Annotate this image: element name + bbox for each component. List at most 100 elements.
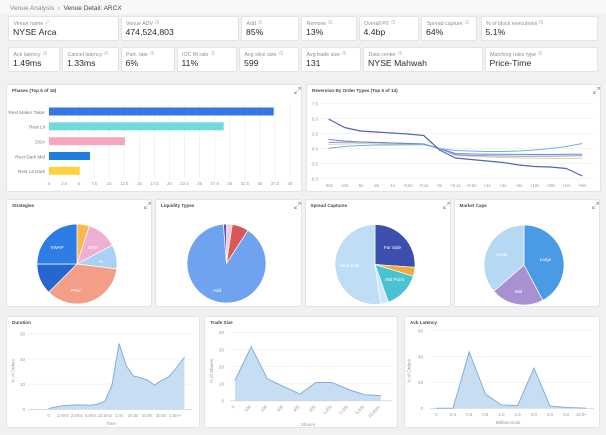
svg-text:0.0: 0.0: [312, 146, 319, 151]
svg-text:0: 0: [47, 413, 50, 418]
svg-text:DSA: DSA: [35, 140, 46, 145]
svg-text:2,500: 2,500: [338, 404, 350, 416]
svg-text:-30s: -30s: [324, 183, 332, 188]
svg-text:+5s: +5s: [515, 183, 522, 188]
svg-text:+1s: +1s: [484, 183, 491, 188]
svg-text:2.5ms: 2.5ms: [71, 413, 83, 418]
svg-text:+2s: +2s: [499, 183, 506, 188]
svg-text:2.5: 2.5: [61, 181, 68, 186]
svg-text:10: 10: [219, 382, 225, 387]
svg-text:10: 10: [20, 382, 26, 387]
svg-text:-5.0: -5.0: [310, 176, 318, 181]
svg-text:2.0: 2.0: [531, 412, 538, 417]
svg-text:5.0: 5.0: [563, 412, 570, 417]
svg-text:Far Side: Far Side: [383, 245, 401, 250]
svg-text:30: 30: [20, 332, 26, 337]
svg-text:400: 400: [292, 404, 301, 413]
svg-text:40: 40: [219, 330, 225, 335]
svg-text:7.5: 7.5: [91, 181, 98, 186]
svg-text:30.0s: 30.0s: [156, 413, 167, 418]
svg-text:10.0s: 10.0s: [128, 413, 139, 418]
svg-text:100: 100: [243, 404, 252, 413]
svg-text:-5s: -5s: [357, 183, 363, 188]
svg-text:Rest Lit Dark: Rest Lit Dark: [18, 169, 46, 174]
svg-text:5.0ms: 5.0ms: [85, 413, 97, 418]
svg-text:20: 20: [167, 181, 172, 186]
svg-text:40: 40: [288, 181, 293, 186]
svg-text:1,000: 1,000: [322, 404, 334, 416]
svg-text:1.0m+: 1.0m+: [169, 413, 182, 418]
svg-text:0.8: 0.8: [482, 412, 489, 417]
svg-text:0: 0: [420, 406, 423, 411]
svg-text:% of Orders: % of Orders: [407, 358, 412, 383]
svg-text:300: 300: [276, 404, 285, 413]
svg-text:Milliseconds: Milliseconds: [496, 420, 521, 425]
svg-text:2.5: 2.5: [312, 131, 319, 136]
svg-text:Mid: Mid: [514, 289, 522, 294]
svg-text:30: 30: [219, 347, 225, 352]
svg-text:20: 20: [418, 380, 424, 385]
svg-text:-2.5: -2.5: [310, 161, 318, 166]
svg-text:-2s: -2s: [373, 183, 379, 188]
svg-text:0s: 0s: [437, 183, 442, 188]
svg-text:+5m: +5m: [578, 183, 587, 188]
svg-text:3.0: 3.0: [547, 412, 554, 417]
svg-text:22.5: 22.5: [180, 181, 189, 186]
svg-text:-0.5s: -0.5s: [403, 183, 413, 188]
svg-text:0: 0: [230, 404, 236, 410]
svg-text:5: 5: [78, 181, 81, 186]
svg-text:27.5: 27.5: [211, 181, 220, 186]
svg-text:1.0ms: 1.0ms: [57, 413, 69, 418]
svg-text:0: 0: [435, 412, 438, 417]
svg-text:DMA: DMA: [88, 245, 98, 250]
svg-text:10.0ms: 10.0ms: [98, 413, 112, 418]
svg-text:12.5: 12.5: [120, 181, 129, 186]
svg-text:1.0s: 1.0s: [115, 413, 123, 418]
svg-text:0.4: 0.4: [450, 412, 457, 417]
svg-text:5.0: 5.0: [312, 116, 319, 121]
svg-text:500: 500: [308, 404, 317, 413]
svg-text:25: 25: [197, 181, 202, 186]
svg-text:Shares: Shares: [301, 422, 316, 427]
svg-text:Mid Point: Mid Point: [385, 277, 405, 282]
svg-text:20: 20: [20, 357, 26, 362]
svg-text:0: 0: [48, 181, 51, 186]
svg-text:37.5: 37.5: [271, 181, 280, 186]
svg-text:Rest Dark Mid: Rest Dark Mid: [15, 154, 45, 159]
svg-text:Time: Time: [106, 421, 116, 426]
svg-text:20: 20: [219, 364, 225, 369]
svg-text:0: 0: [221, 399, 224, 404]
svg-text:5,000: 5,000: [354, 404, 366, 416]
svg-text:POV: POV: [71, 288, 81, 293]
svg-text:+30s: +30s: [546, 183, 555, 188]
svg-text:+0.1s: +0.1s: [450, 183, 461, 188]
svg-text:IS: IS: [99, 259, 103, 264]
svg-text:% of Shares: % of Shares: [209, 358, 214, 383]
svg-text:-1s: -1s: [389, 183, 395, 188]
svg-text:Large: Large: [539, 257, 551, 262]
svg-text:Add: Add: [213, 288, 222, 293]
svg-text:60: 60: [418, 328, 424, 333]
svg-text:40: 40: [418, 354, 424, 359]
svg-text:10.0+: 10.0+: [576, 412, 587, 417]
svg-text:0.6: 0.6: [466, 412, 473, 417]
svg-text:20.0s: 20.0s: [142, 413, 153, 418]
svg-text:1.0: 1.0: [499, 412, 506, 417]
svg-text:Near Side: Near Side: [339, 263, 360, 268]
svg-text:Small: Small: [495, 252, 506, 257]
svg-text:1.5: 1.5: [515, 412, 522, 417]
svg-text:-10s: -10s: [340, 183, 348, 188]
svg-text:Rest Maker Taker: Rest Maker Taker: [8, 110, 45, 115]
svg-text:+10s: +10s: [530, 183, 539, 188]
svg-text:30: 30: [227, 181, 232, 186]
svg-text:VWAP: VWAP: [50, 245, 63, 250]
svg-text:200: 200: [260, 404, 269, 413]
svg-text:15: 15: [137, 181, 142, 186]
svg-text:10,000+: 10,000+: [367, 404, 382, 419]
svg-text:0: 0: [22, 407, 25, 412]
svg-text:Rest Lit: Rest Lit: [29, 125, 46, 130]
svg-text:+0.5s: +0.5s: [466, 183, 477, 188]
svg-text:32.5: 32.5: [241, 181, 250, 186]
svg-text:-0.1s: -0.1s: [419, 183, 429, 188]
svg-text:7.5: 7.5: [312, 101, 319, 106]
